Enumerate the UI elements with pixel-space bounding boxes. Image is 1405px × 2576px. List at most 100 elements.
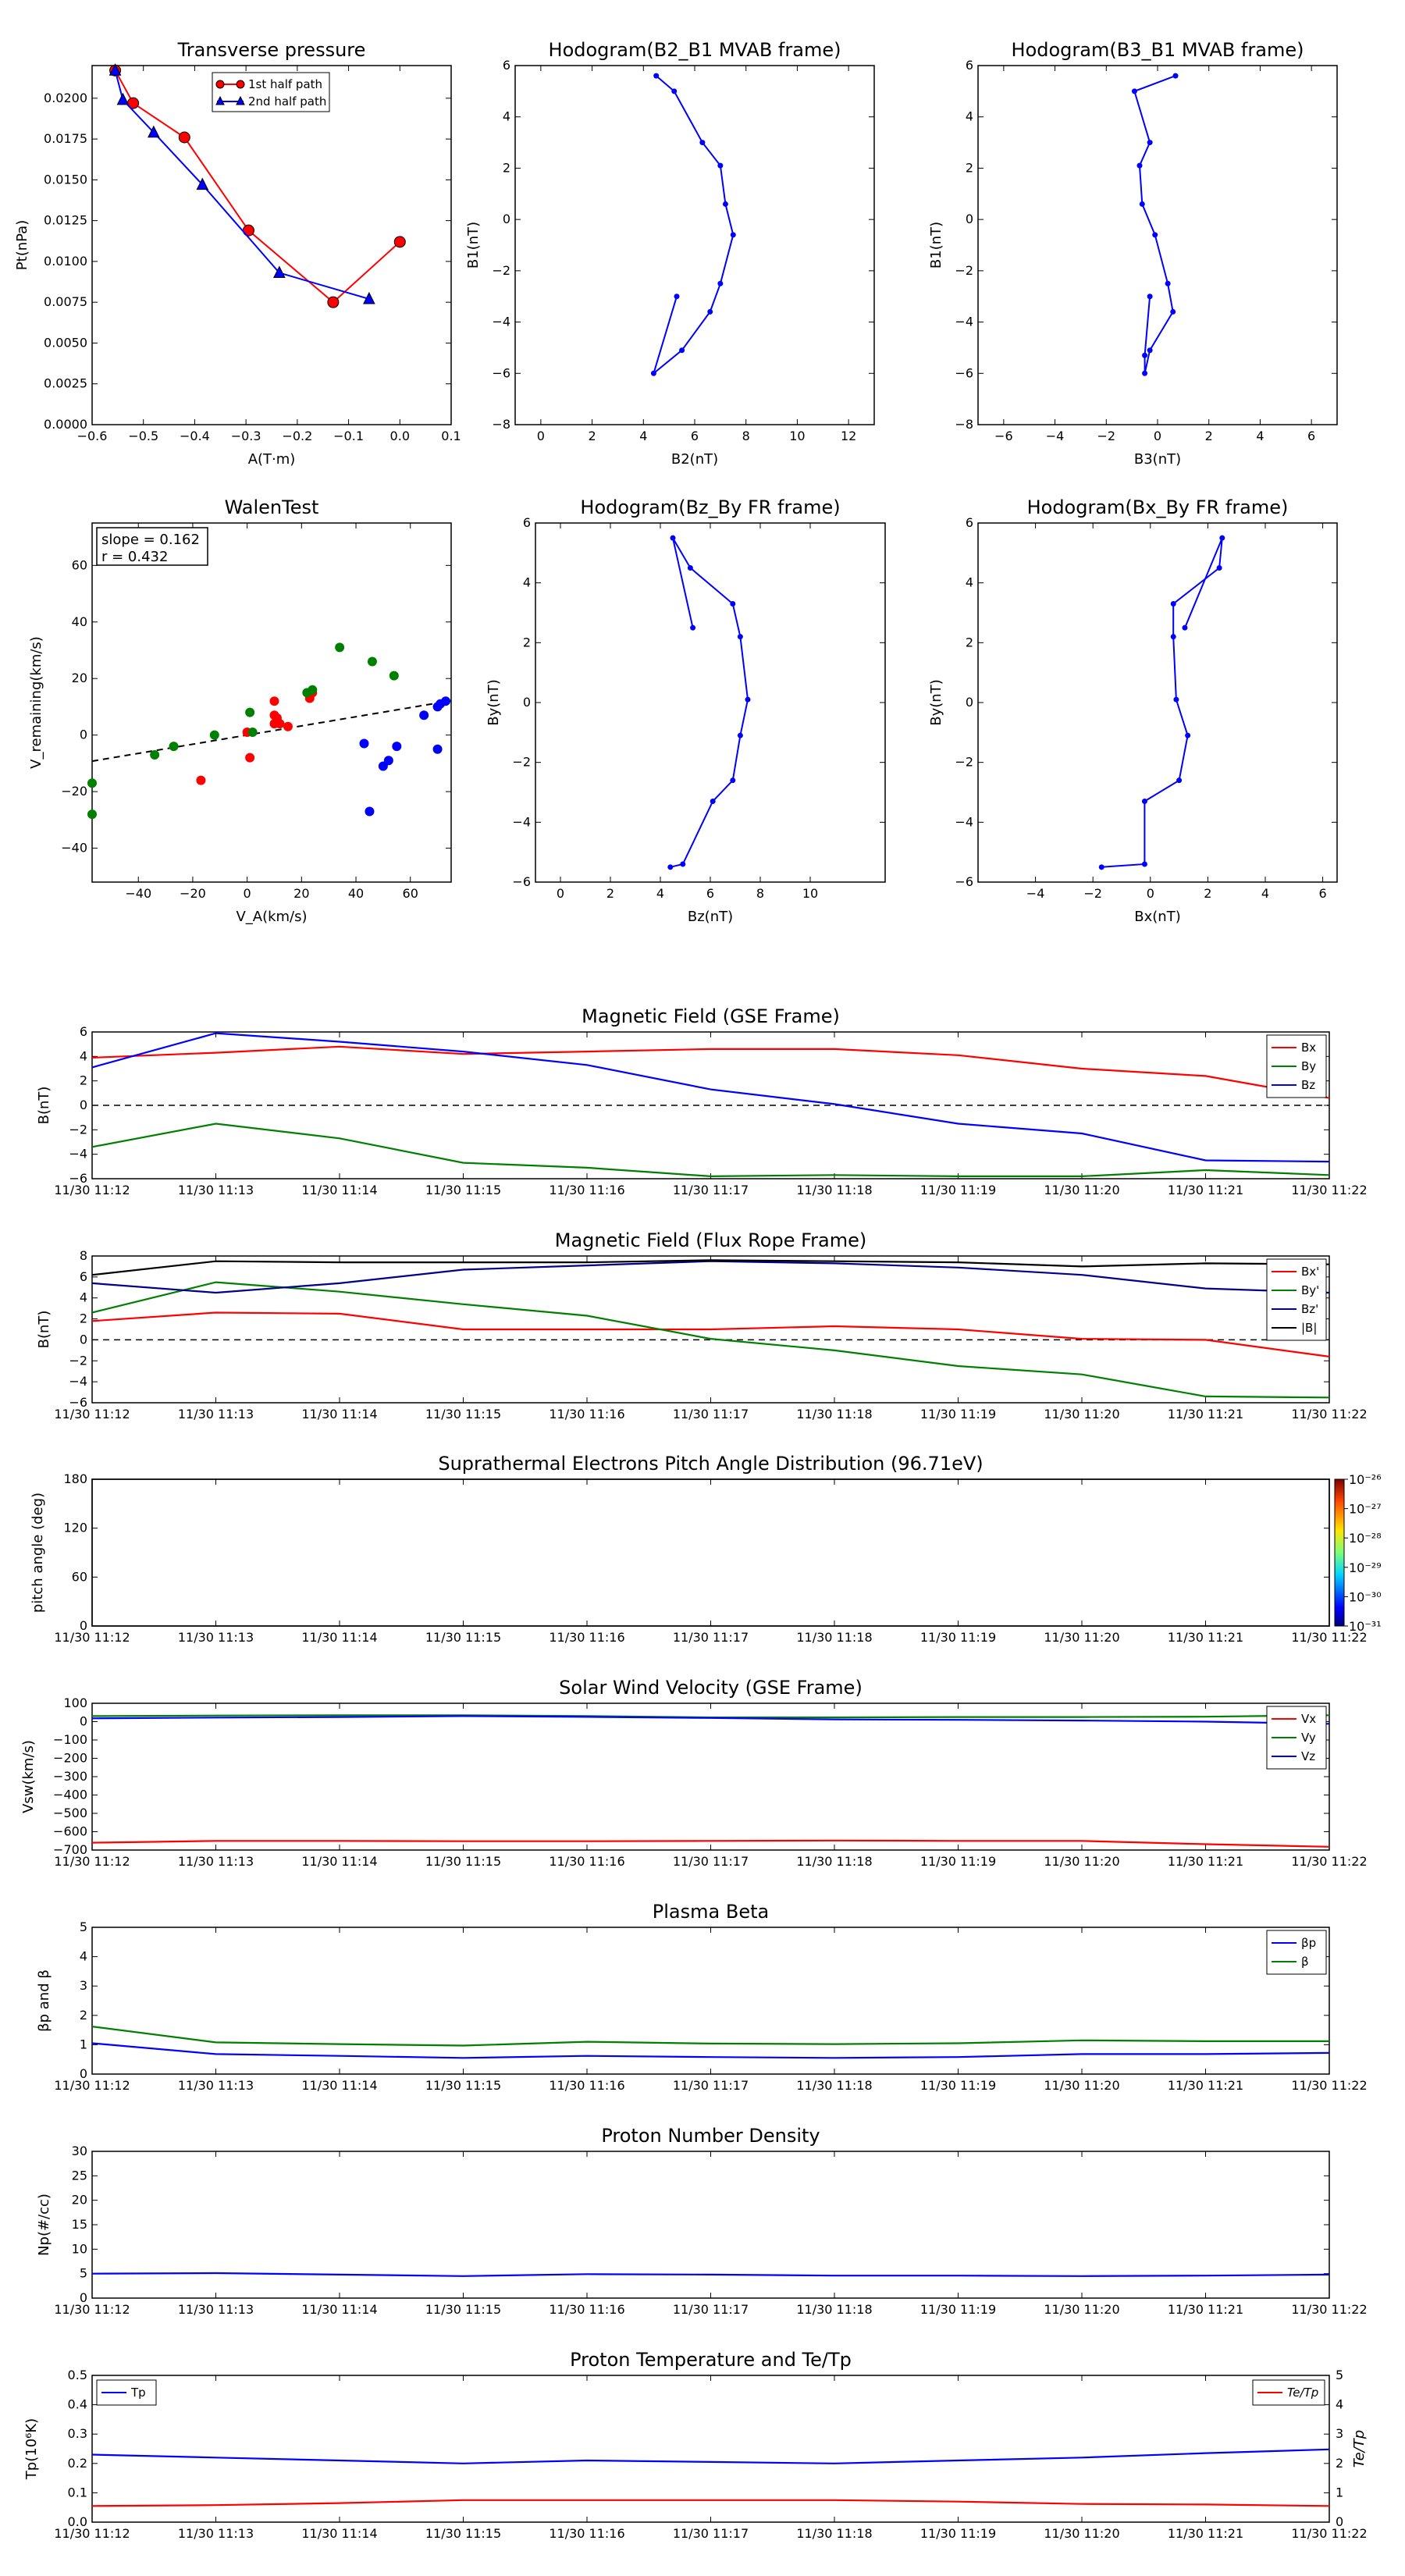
beta-xtick-label: 11/30 11:14	[301, 2078, 377, 2093]
mag_fr-series-2	[91, 1260, 1330, 1294]
walen-point	[392, 742, 402, 752]
vsw-xtick-label: 11/30 11:14	[301, 1854, 377, 1869]
walen-xtick-label: 40	[348, 886, 364, 901]
h4-point	[1216, 565, 1222, 571]
pt-point	[363, 291, 375, 304]
h2-series-0-line	[1133, 75, 1176, 374]
walen-point	[87, 778, 97, 788]
walen-point	[87, 809, 97, 820]
vsw-ytick-label: 100	[63, 1695, 87, 1710]
h4-point	[1176, 777, 1183, 784]
pt-frame	[91, 65, 452, 425]
h2-ytick-label: 0	[966, 212, 973, 226]
h3-point	[737, 634, 743, 640]
h3-xtick-label: 10	[802, 886, 818, 901]
mag_fr-ytick-label: 8	[80, 1248, 87, 1263]
h3-ytick-label: 6	[523, 515, 531, 530]
h2-xtick-label: −2	[1097, 429, 1115, 443]
h2-xtick-label: −4	[1046, 429, 1065, 443]
mag_fr-xtick-label: 11/30 11:21	[1168, 1407, 1243, 1421]
h2-point	[1147, 140, 1153, 146]
mag_fr-legend-label: By'	[1301, 1283, 1319, 1297]
mag_fr-xtick-label: 11/30 11:19	[920, 1407, 996, 1421]
mag_gse-legend-label: By	[1301, 1059, 1316, 1073]
h4-ytick-label: 0	[966, 695, 973, 710]
pad-frame-top	[91, 1478, 1330, 1627]
h3-frame	[535, 522, 886, 883]
h3-point	[710, 799, 716, 804]
tp-xtick-label: 11/30 11:14	[301, 2526, 377, 2541]
walen-xtick-label: −20	[180, 886, 206, 901]
vsw-ytick-label: −500	[53, 1806, 87, 1820]
mag_fr-xtick-label: 11/30 11:20	[1044, 1407, 1119, 1421]
h1-xtick-label: 10	[789, 429, 805, 443]
walen-point	[308, 685, 318, 695]
mag_fr-ytick-label: −2	[69, 1353, 87, 1368]
mag_gse-ytick-label: 2	[80, 1073, 87, 1088]
h2-ylabel: B1(nT)	[928, 222, 944, 269]
h2-ytick-label: −8	[955, 417, 973, 432]
h2-xtick-label: 2	[1205, 429, 1213, 443]
h1-point	[717, 280, 724, 286]
np-xtick-label: 11/30 11:13	[178, 2302, 254, 2317]
walen-point	[196, 775, 206, 785]
h3-xtick-label: 8	[756, 886, 764, 901]
pt-legend	[212, 72, 330, 112]
pad-colorbar-label: 10⁻³⁰	[1349, 1589, 1382, 1604]
h1-ytick-label: −2	[492, 263, 510, 278]
h4-ytick-label: 2	[966, 635, 973, 649]
vsw-legend-label: Vx	[1301, 1712, 1316, 1726]
h1-xtick-label: 12	[841, 429, 856, 443]
tp-xtick-label: 11/30 11:19	[920, 2526, 996, 2541]
tp-ytick-label: 0.2	[68, 2456, 87, 2471]
h1-xtick-label: 6	[691, 429, 699, 443]
vsw-ytick-label: −700	[53, 1842, 87, 1857]
h2-point	[1136, 162, 1143, 169]
vsw-series-0	[91, 1839, 1330, 1848]
np-xtick-label: 11/30 11:15	[425, 2302, 501, 2317]
beta-legend-label: βp	[1301, 1936, 1316, 1950]
walen-point	[245, 753, 255, 763]
mag_fr-ytick-label: −4	[69, 1374, 87, 1389]
h2-panel	[977, 65, 1338, 425]
beta-ytick-label: 5	[80, 1920, 87, 1934]
h2-xtick-label: −6	[994, 429, 1013, 443]
pt-ytick-label: 0.0100	[44, 254, 87, 269]
walen-title: WalenTest	[225, 496, 319, 518]
h1-xtick-label: 4	[639, 429, 647, 443]
vsw-frame	[91, 1703, 1330, 1851]
tp-xtick-label: 11/30 11:18	[796, 2526, 872, 2541]
pt-point	[178, 131, 190, 144]
h1-ylabel: B1(nT)	[465, 222, 482, 269]
walen-point	[359, 738, 369, 749]
pad-panel	[91, 1478, 1348, 1627]
h2-point	[1131, 88, 1137, 94]
h3-xtick-label: 4	[656, 886, 664, 901]
h2-ytick-label: 2	[966, 160, 973, 175]
h4-panel	[977, 522, 1338, 883]
mag_gse-series-1	[91, 1123, 1330, 1178]
pt-ytick-label: 0.0150	[44, 172, 87, 187]
mag_gse-title: Magnetic Field (GSE Frame)	[582, 1005, 840, 1027]
h4-frame	[977, 522, 1338, 883]
h3-ytick-label: 0	[523, 695, 531, 710]
h4-xtick-label: −2	[1083, 886, 1102, 901]
mag_gse-ylabel: B(nT)	[36, 1087, 52, 1125]
beta-panel	[91, 1927, 1330, 2075]
np-ytick-label: 30	[72, 2144, 87, 2158]
h3-point	[730, 777, 736, 784]
mag_fr-xtick-label: 11/30 11:16	[549, 1407, 624, 1421]
h1-point	[730, 232, 736, 238]
mag_fr-panel	[91, 1255, 1330, 1404]
mag_gse-xtick-label: 11/30 11:21	[1168, 1183, 1243, 1197]
h1-ytick-label: −4	[492, 315, 510, 329]
h3-xtick-label: 2	[606, 886, 614, 901]
pad-ytick-label: 120	[63, 1521, 87, 1535]
pt-legend-label: 1st half path	[248, 77, 322, 91]
beta-ylabel: βp and β	[36, 1969, 52, 2032]
h1-xtick-label: 0	[537, 429, 545, 443]
pad-ytick-label: 60	[72, 1569, 87, 1584]
h3-series-0-line	[670, 537, 749, 868]
h2-point	[1170, 308, 1176, 315]
